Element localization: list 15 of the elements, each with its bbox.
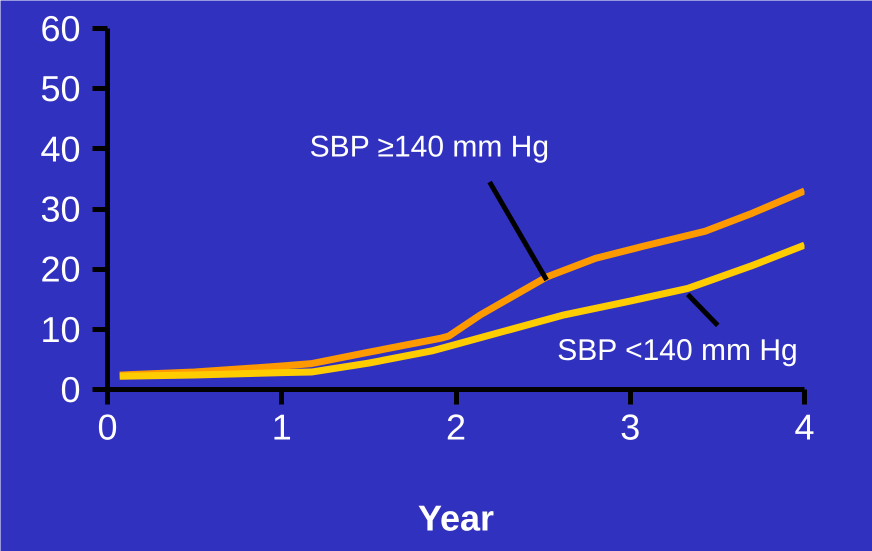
y-tick-label: 10 xyxy=(40,308,81,350)
x-tick-label: 2 xyxy=(446,406,466,448)
y-tick-label: 0 xyxy=(60,369,81,410)
x-tick-label: 0 xyxy=(97,406,118,448)
x-tick-label: 1 xyxy=(272,406,292,448)
y-tick-label: 50 xyxy=(40,68,81,110)
x-tick-label: 4 xyxy=(794,406,815,448)
y-tick-label: 30 xyxy=(40,188,81,230)
x-axis-title: Year xyxy=(418,498,494,538)
y-tick-label: 40 xyxy=(40,128,81,170)
y-tick-label: 60 xyxy=(40,8,81,49)
y-tick-label: 20 xyxy=(40,248,81,290)
text: SBP ≥140 mm Hg xyxy=(310,130,550,164)
x-tick-label: 3 xyxy=(620,406,640,448)
series-label: SBP <140 mm Hg xyxy=(557,334,798,367)
